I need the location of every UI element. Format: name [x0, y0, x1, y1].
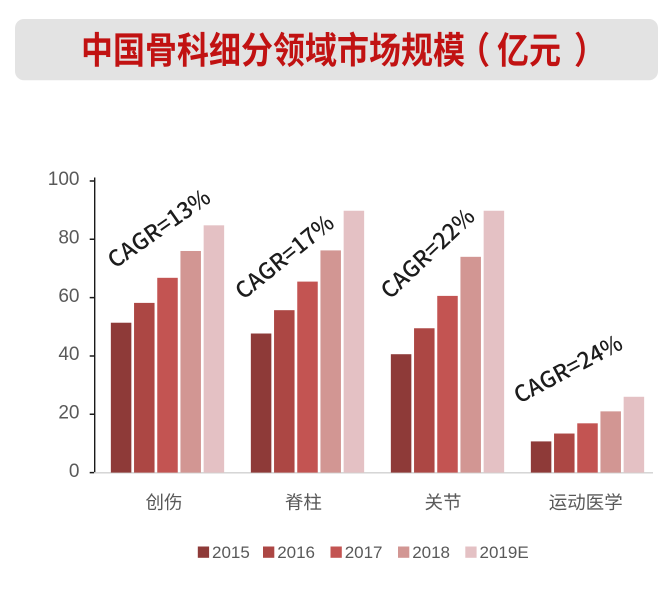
svg-text:2016: 2016: [277, 543, 315, 562]
svg-text:80: 80: [58, 228, 79, 249]
svg-text:2015: 2015: [212, 543, 250, 562]
svg-text:60: 60: [58, 286, 79, 307]
svg-text:2019E: 2019E: [480, 543, 529, 562]
svg-text:2017: 2017: [345, 543, 383, 562]
svg-text:20: 20: [58, 403, 79, 424]
svg-text:2018: 2018: [412, 543, 450, 562]
svg-text:0: 0: [69, 461, 80, 482]
svg-text:40: 40: [58, 344, 79, 365]
svg-text:100: 100: [48, 169, 80, 190]
